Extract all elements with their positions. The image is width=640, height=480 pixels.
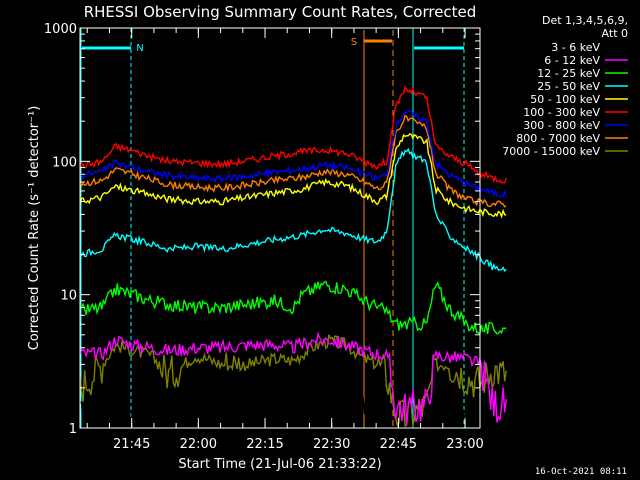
series-line-800-7000-kev [79,114,507,208]
x-tick-label: 22:30 [313,437,350,452]
x-tick-label: 22:00 [180,437,217,452]
x-tick-label: 22:15 [246,437,283,452]
footer-timestamp: 16-Oct-2021 08:11 [535,467,627,477]
series-line-100-300-kev [79,84,507,184]
legend-label: 300 - 800 keV [523,119,600,132]
legend-label: 7000 - 15000 keV [502,145,600,158]
y-tick-label: 1 [69,422,77,437]
x-tick-label: 23:00 [446,437,483,452]
series-line-7000-15000-kev [79,334,507,427]
plot-area: NS [79,28,507,431]
series-line-50-100-kev [79,133,507,219]
night-flag-label: N [136,43,143,54]
x-tick-label: 22:45 [380,437,417,452]
series-line-300-800-kev [79,109,507,198]
chart-title: RHESSI Observing Summary Count Rates, Co… [84,3,477,21]
series-line-12-25-kev [79,280,507,337]
series-line-6-12-kev [79,331,507,426]
legend-label: 12 - 25 keV [537,67,600,80]
legend-label: 3 - 6 keV [551,41,600,54]
y-axis-label: Corrected Count Rate (s⁻¹ detector⁻¹) [27,106,42,351]
legend-label: 100 - 300 keV [523,106,600,119]
series-line-25-50-kev [79,147,507,273]
legend-label: 6 - 12 keV [544,54,600,67]
legend-label: 25 - 50 keV [537,80,600,93]
legend-header: Att 0 [602,27,628,40]
saa-flag-label: S [351,37,357,48]
x-tick-label: 21:45 [113,437,150,452]
legend-label: 50 - 100 keV [530,93,600,106]
legend-label: 800 - 7000 keV [516,132,600,145]
y-tick-label: 1000 [44,22,77,37]
series-line-3-6-kev [79,374,507,431]
x-axis: 21:45 22:00 22:15 22:30 22:45 23:00 [86,28,484,452]
y-tick-label: 100 [52,155,77,170]
y-axis: 1 10 100 1000 [44,22,480,437]
legend-header: Det 1,3,4,5,6,9, [542,14,628,27]
plot-frame [79,27,481,429]
x-axis-label: Start Time (21-Jul-06 21:33:22) [178,457,381,472]
y-tick-label: 10 [60,289,77,304]
